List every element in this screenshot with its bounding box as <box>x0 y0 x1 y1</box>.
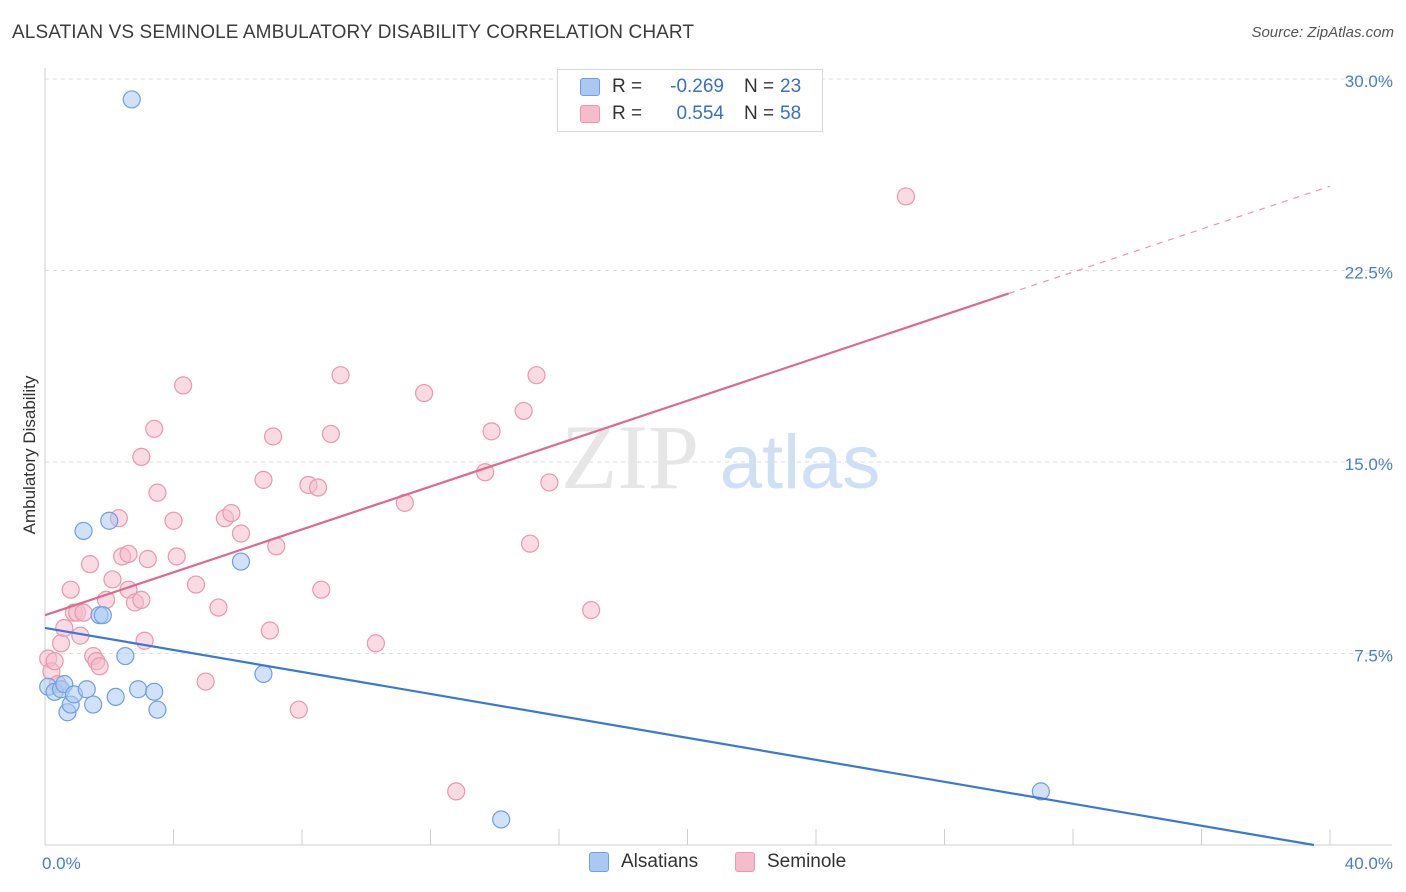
seminole-point <box>447 782 466 801</box>
seminole-point <box>90 657 109 676</box>
legend-r-label: R = <box>612 103 643 124</box>
seminole-point <box>61 580 80 599</box>
alsatians-point <box>129 680 148 699</box>
y-tick-label: 7.5% <box>1354 647 1393 666</box>
seminole-point <box>527 366 546 385</box>
legend-n-value: 23 <box>780 76 802 97</box>
alsatians-point <box>1031 782 1050 801</box>
chart-title: ALSATIAN VS SEMINOLE AMBULATORY DISABILI… <box>12 22 695 43</box>
seminole-point <box>222 503 241 523</box>
legend-swatch-pink <box>580 105 600 123</box>
series-label-seminole: Seminole <box>767 851 847 872</box>
alsatians-points <box>39 90 1050 829</box>
seminole-point <box>308 478 328 497</box>
x-tick-label: 40.0% <box>1345 854 1393 873</box>
trend-lines <box>44 185 1331 847</box>
seminole-point <box>80 555 100 574</box>
alsatians-point <box>254 664 273 684</box>
seminole-point <box>414 383 434 403</box>
watermark-zip: ZIP <box>561 406 699 508</box>
alsatians-point <box>116 646 135 666</box>
legend: R = -0.269 N = 23 R = 0.554 N = 58 <box>557 69 823 132</box>
seminole-point <box>231 524 251 543</box>
alsatians-point <box>74 521 93 541</box>
seminole-point <box>540 473 559 492</box>
legend-r-value: 0.554 <box>676 103 724 124</box>
alsatians-point <box>492 810 511 829</box>
series-legend: Alsatians Seminole <box>0 851 1406 877</box>
watermark: ZIP atlas <box>561 406 880 508</box>
y-tick-label: 15.0% <box>1345 455 1393 474</box>
seminole-point <box>896 187 916 206</box>
series-legend-seminole: Seminole <box>735 851 846 873</box>
alsatians-point <box>122 90 141 109</box>
seminole-point <box>254 470 273 489</box>
legend-n-label: N = <box>744 76 775 97</box>
alsatians-point <box>93 606 112 625</box>
legend-row-alsatians: R = -0.269 N = 23 <box>580 75 801 99</box>
series-swatch-blue <box>589 852 609 872</box>
grid-lines <box>45 78 1392 654</box>
legend-n-label: N = <box>744 103 775 124</box>
seminole-point <box>366 634 385 653</box>
legend-r-value: -0.269 <box>670 76 724 97</box>
seminole-point <box>132 447 151 466</box>
legend-row-seminole: R = 0.554 N = 58 <box>580 102 801 126</box>
alsatians-point <box>231 552 251 571</box>
alsatians-point <box>84 695 103 714</box>
x-tick-label: 0.0% <box>42 854 81 873</box>
seminole-point <box>186 575 206 594</box>
seminole-point <box>260 621 279 640</box>
seminole-point <box>51 634 71 653</box>
seminole-point <box>132 590 151 609</box>
seminole-point <box>103 570 122 589</box>
seminole-point <box>138 549 157 569</box>
seminole-point <box>482 422 501 441</box>
seminole-point <box>55 618 74 638</box>
seminole-point <box>321 424 341 444</box>
alsatians-point <box>100 511 119 530</box>
series-swatch-pink <box>735 852 755 872</box>
tick-labels: 7.5% 15.0% 22.5% 30.0% 0.0% 40.0% <box>42 72 1393 873</box>
seminole-point <box>263 427 283 446</box>
seminole-point <box>148 483 167 502</box>
seminole-point <box>164 511 183 530</box>
series-legend-alsatians: Alsatians <box>589 851 698 873</box>
seminole-points <box>39 187 916 801</box>
seminole-point <box>520 534 540 553</box>
alsatians-trend-line <box>44 626 1315 847</box>
seminole-point <box>145 419 164 438</box>
seminole-point <box>167 547 186 566</box>
alsatians-point <box>77 680 96 699</box>
alsatians-point <box>106 687 125 707</box>
y-tick-label: 30.0% <box>1345 72 1393 91</box>
source-label: Source: ZipAtlas.com <box>1251 24 1394 41</box>
seminole-point <box>74 603 93 622</box>
seminole-point <box>514 401 533 421</box>
legend-r-label: R = <box>612 76 643 97</box>
legend-n-value: 58 <box>780 103 802 124</box>
seminole-point <box>331 366 350 385</box>
watermark-atlas: atlas <box>720 420 881 505</box>
seminole-trend-line <box>44 292 1010 617</box>
axes <box>44 68 1392 846</box>
seminole-point <box>45 652 64 671</box>
alsatians-point <box>148 700 167 719</box>
legend-swatch-blue <box>580 78 600 96</box>
seminole-point <box>289 700 308 719</box>
seminole-point <box>119 544 138 564</box>
y-axis-label: Ambulatory Disability <box>20 375 39 534</box>
seminole-point <box>174 376 193 395</box>
seminole-point <box>312 580 331 599</box>
series-label-alsatians: Alsatians <box>621 851 699 872</box>
seminole-point <box>196 672 215 691</box>
seminole-point <box>209 598 228 617</box>
seminole-trend-extension <box>1008 185 1331 295</box>
alsatians-point <box>145 682 164 701</box>
y-tick-label: 22.5% <box>1345 264 1393 283</box>
seminole-point <box>582 600 601 620</box>
